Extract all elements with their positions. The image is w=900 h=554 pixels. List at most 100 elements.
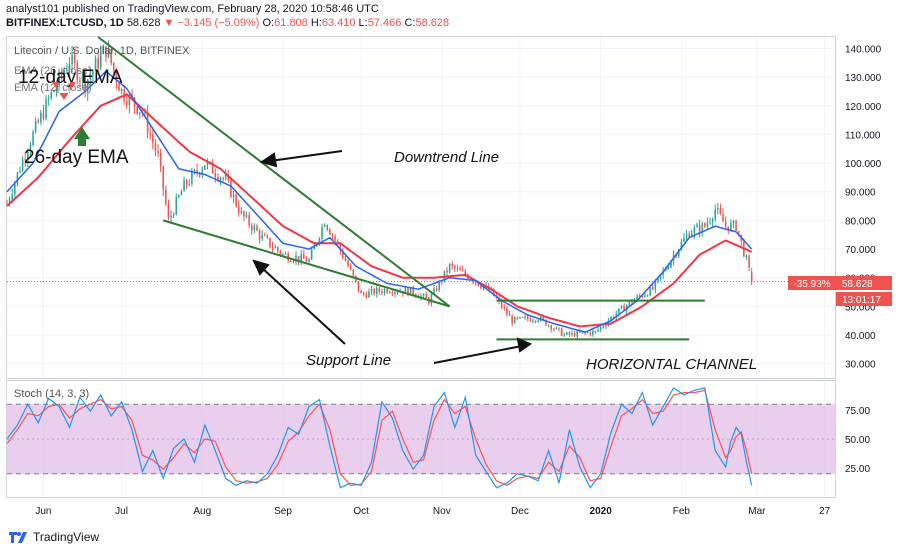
stoch-tick-label: 50.00 bbox=[845, 435, 870, 446]
candle-body bbox=[683, 237, 685, 242]
price-tick-label: 130.000 bbox=[845, 73, 882, 84]
candle-body bbox=[144, 112, 146, 114]
candle-body bbox=[305, 258, 308, 262]
time-tick-label: Oct bbox=[353, 506, 369, 517]
candle-body bbox=[165, 189, 167, 204]
candle-body bbox=[670, 260, 672, 268]
candle-body bbox=[284, 253, 287, 255]
candle-body bbox=[730, 223, 732, 231]
candle-body bbox=[454, 265, 456, 269]
candle-body bbox=[651, 286, 654, 290]
candle-body bbox=[605, 325, 607, 327]
candle-body bbox=[503, 307, 506, 309]
candle-body bbox=[685, 234, 688, 238]
stoch-axis[interactable]: 75.00 50.00 25.00 bbox=[845, 406, 870, 475]
candle-body bbox=[326, 225, 329, 230]
candle-body bbox=[139, 112, 141, 114]
candle-body bbox=[6, 203, 8, 205]
candle-body bbox=[529, 319, 532, 322]
time-axis[interactable]: Jun Jul Aug Sep Oct Nov Dec 2020 Feb Mar 27 bbox=[35, 506, 830, 517]
footer-brand: TradingView bbox=[33, 530, 100, 544]
candle-body bbox=[370, 288, 373, 292]
candle-body bbox=[53, 90, 55, 93]
candle-body bbox=[592, 331, 594, 335]
candle-body bbox=[222, 178, 224, 180]
candle-body bbox=[464, 270, 467, 276]
candle-body bbox=[97, 58, 99, 69]
candle-body bbox=[365, 294, 368, 298]
down-arrow-icon bbox=[52, 82, 76, 100]
candle-body bbox=[55, 86, 58, 91]
candle-body bbox=[717, 208, 719, 210]
candle-body bbox=[42, 112, 45, 119]
stoch-k-line bbox=[6, 387, 753, 489]
candle-body bbox=[204, 165, 206, 170]
downtrend-arrow bbox=[269, 150, 343, 162]
candle-body bbox=[167, 203, 170, 218]
candle-body bbox=[183, 179, 185, 192]
downtrend-arrowhead-icon bbox=[259, 152, 278, 168]
price-axis[interactable]: 140.000 130.000 120.000 110.000 100.000 90.00… bbox=[845, 44, 882, 370]
candle-body bbox=[386, 289, 388, 293]
stoch-tick-label: 75.00 bbox=[845, 406, 870, 417]
channel-annotation: HORIZONTAL CHANNEL bbox=[586, 356, 757, 373]
candle-body bbox=[534, 320, 537, 322]
candle-body bbox=[560, 328, 563, 336]
candle-body bbox=[724, 221, 727, 227]
candle-body bbox=[146, 112, 149, 133]
price-change: ▼ −3.145 (−5.09%) bbox=[163, 17, 260, 29]
time-tick-label: Jun bbox=[35, 506, 51, 517]
time-tick-label: 2020 bbox=[590, 506, 613, 517]
candle-body bbox=[84, 74, 86, 92]
candle-body bbox=[162, 166, 165, 190]
candle-body bbox=[696, 224, 698, 228]
candle-body bbox=[474, 282, 477, 284]
candle-body bbox=[576, 331, 579, 337]
price-tick-label: 110.000 bbox=[845, 130, 881, 141]
candle-body bbox=[691, 233, 693, 237]
candle-body bbox=[545, 319, 547, 326]
drawn-arrows bbox=[252, 150, 533, 364]
candle-body bbox=[292, 261, 295, 263]
time-tick-label: Mar bbox=[748, 506, 766, 517]
candle-body bbox=[8, 199, 11, 204]
candle-body bbox=[553, 329, 555, 331]
candle-body bbox=[250, 225, 253, 231]
candle-body bbox=[680, 241, 683, 250]
channel-arrow bbox=[433, 345, 523, 364]
candle-body bbox=[667, 267, 670, 270]
candle-body bbox=[425, 294, 427, 298]
candle-body bbox=[224, 175, 227, 179]
tradingview-logo-icon bbox=[9, 532, 27, 543]
support-annotation: Support Line bbox=[306, 352, 391, 369]
candle-body bbox=[472, 279, 474, 283]
candle-body bbox=[274, 247, 276, 249]
close-label: C: bbox=[404, 17, 416, 29]
candle-body bbox=[149, 132, 151, 135]
candle-body bbox=[178, 195, 180, 198]
candle-body bbox=[480, 285, 482, 289]
candle-body bbox=[180, 191, 183, 196]
candle-body bbox=[76, 62, 79, 81]
candle-body bbox=[92, 70, 94, 76]
candle-body bbox=[323, 225, 326, 227]
high-label: H: bbox=[310, 17, 322, 29]
candle-body bbox=[321, 226, 323, 239]
candle-body bbox=[519, 317, 521, 319]
candle-body bbox=[722, 213, 724, 222]
candle-body bbox=[94, 58, 97, 71]
candle-body bbox=[45, 99, 47, 119]
candle-body bbox=[586, 332, 589, 334]
candle-body bbox=[641, 295, 644, 297]
candle-body bbox=[373, 288, 375, 295]
candle-body bbox=[266, 235, 269, 238]
candle-body bbox=[271, 246, 274, 248]
candle-body bbox=[714, 209, 717, 219]
candle-body bbox=[628, 300, 631, 306]
candle-body bbox=[493, 288, 495, 296]
candle-body bbox=[368, 291, 370, 298]
candle-body bbox=[620, 305, 623, 309]
candle-body bbox=[589, 332, 592, 335]
candle-body bbox=[532, 320, 534, 322]
